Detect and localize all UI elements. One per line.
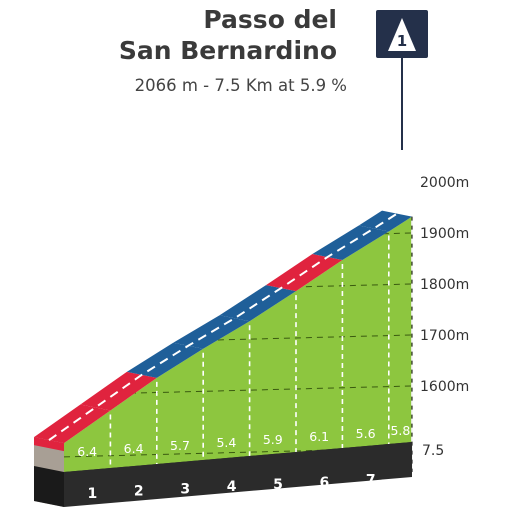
elevation-tick-label: 1700m [420,328,469,344]
gradient-label: 6.4 [124,441,144,456]
chart-subtitle: 2066 m - 7.5 Km at 5.9 % [135,76,347,95]
profile-body [64,216,412,472]
elevation-axis: 1600m 1700m 1800m 1900m 2000m [420,175,469,395]
profile-top-strip [80,371,157,411]
km-marker-label: 7 [366,473,376,489]
elevation-tick-label: 2000m [420,175,469,191]
distance-band-fill [64,442,412,472]
end-distance-label: 7.5 [422,443,444,459]
gradient-label: 5.4 [216,435,236,450]
km-marker-label: 2 [134,484,144,500]
chart-title-line1: Passo del [203,5,337,34]
gradient-label: 5.8 [390,423,410,438]
gradient-label: 5.9 [263,432,283,447]
category-badge: 1 [376,10,428,150]
km-marker-label: 6 [320,475,330,491]
chart-header: Passo del San Bernardino 2066 m - 7.5 Km… [119,5,347,95]
gradient-label: 5.6 [356,426,376,441]
elevation-tick-label: 1600m [420,379,469,395]
gradient-label: 5.7 [170,438,190,453]
climb-category-triangle-icon [388,18,416,51]
profile-centre-dash [48,212,398,441]
category-badge-label: 1 [397,32,407,50]
elevation-tick-label: 1800m [420,277,469,293]
profile-top-strip [358,210,412,232]
km-marker-label: 1 [88,486,98,502]
distance-band: 1 2 3 4 5 6 7 7.5 [34,442,444,507]
gradient-label: 6.4 [77,444,97,459]
profile-top-strip [219,285,296,322]
chart-title-line2: San Bernardino [119,36,337,65]
km-separators [109,220,413,472]
profile-side-cap [34,437,64,452]
elevation-tick-label: 1900m [420,226,469,242]
distance-band-side [34,466,64,507]
gradient-label: 6.1 [309,429,329,444]
gradient-labels: 6.4 6.4 5.7 5.4 5.9 6.1 5.6 5.8 [77,423,410,459]
profile-top-strip [34,404,111,444]
km-marker-label: 5 [273,477,283,493]
elevation-gridline [20,182,412,192]
km-marker-label: 4 [227,479,237,495]
km-marker-label: 3 [180,481,190,497]
